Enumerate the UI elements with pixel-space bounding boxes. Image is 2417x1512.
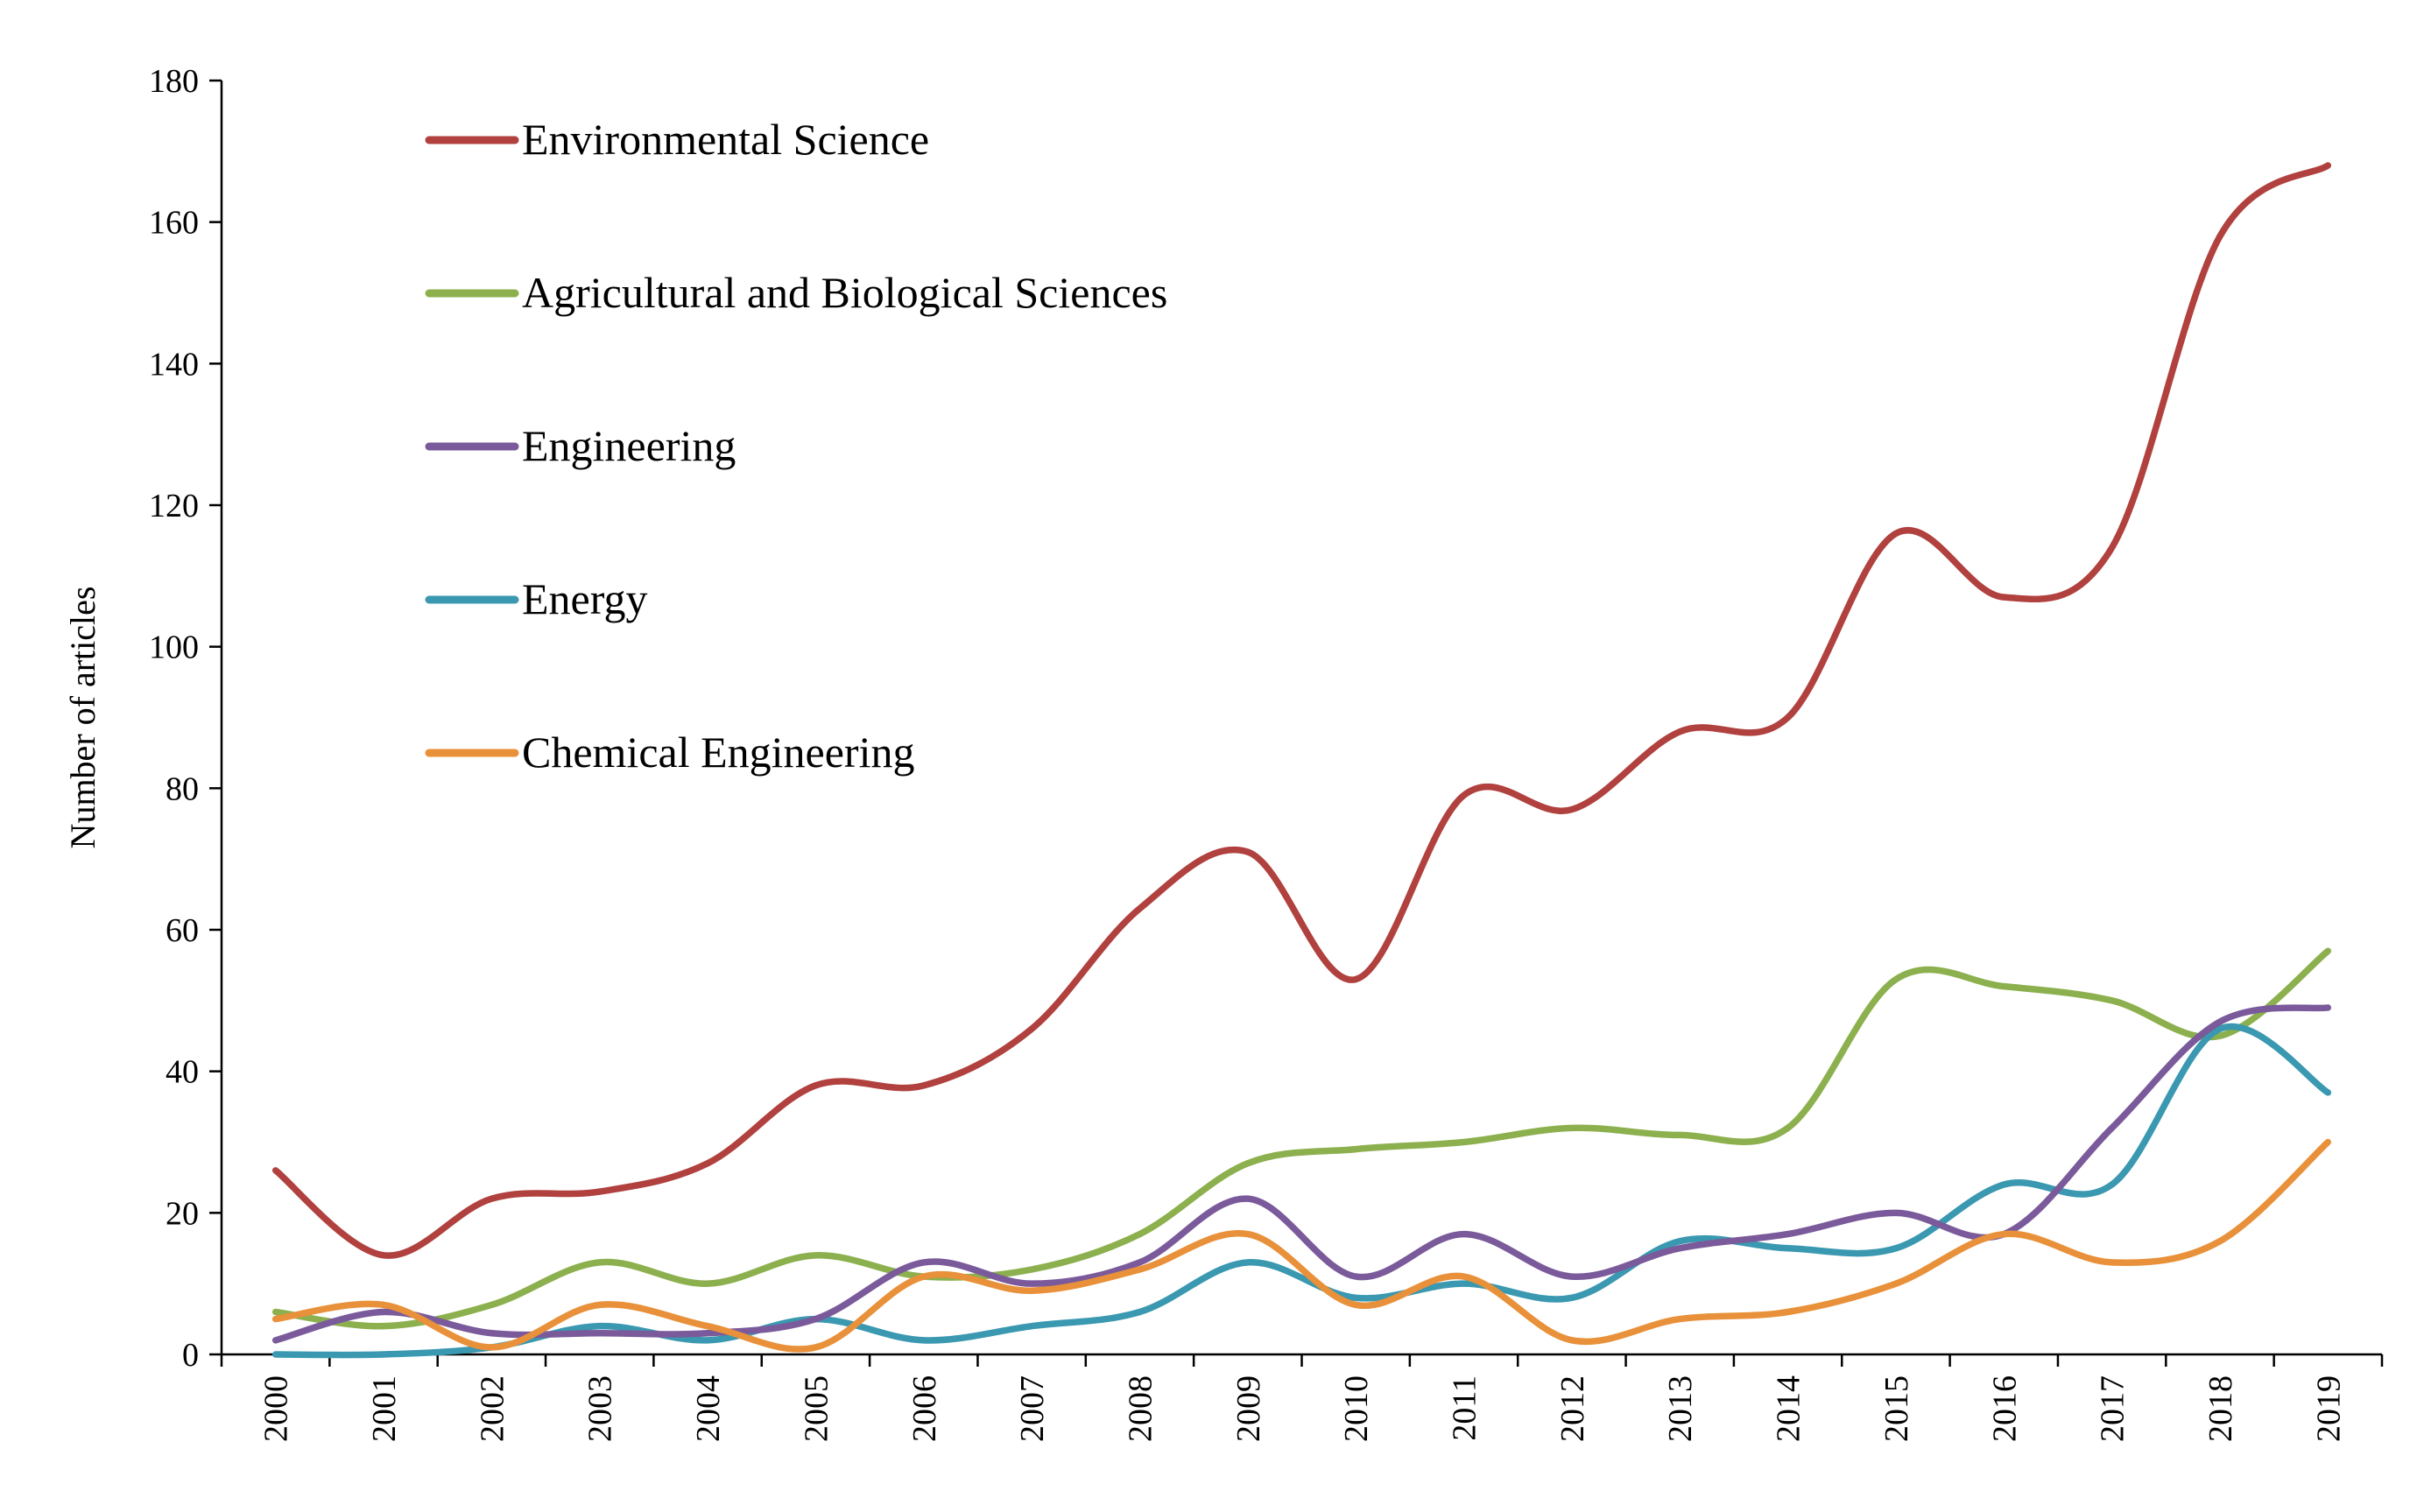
series-line-agricultural-and-biological-sciences xyxy=(271,947,2332,1330)
x-tick-label: 2019 xyxy=(2310,1375,2347,1442)
legend-label-chemical-engineering: Chemical Engineering xyxy=(522,728,914,777)
series-line-chemical-engineering xyxy=(271,1138,2332,1353)
y-tick-label: 60 xyxy=(166,912,199,949)
x-tick-label: 2018 xyxy=(2202,1375,2239,1442)
legend-label-agricultural-and-biological-sciences: Agricultural and Biological Sciences xyxy=(522,268,1167,317)
x-tick-label: 2001 xyxy=(366,1375,403,1442)
y-tick-label: 120 xyxy=(149,488,199,524)
x-tick-label: 2012 xyxy=(1554,1375,1591,1442)
x-tick-label: 2015 xyxy=(1878,1375,1915,1442)
series-line-environmental-science xyxy=(271,162,2332,1259)
y-axis: 0 20 40 60 80 100 120 140 160 180 xyxy=(149,63,223,1374)
x-tick-label: 2002 xyxy=(474,1375,511,1442)
x-tick-label: 2017 xyxy=(2095,1375,2132,1442)
y-tick-label: 0 xyxy=(182,1337,199,1374)
x-tick-label: 2016 xyxy=(1986,1375,2023,1442)
x-tick-label: 2008 xyxy=(1122,1375,1159,1442)
legend-label-energy: Energy xyxy=(522,574,647,623)
legend: Environmental Science Agricultural and Bi… xyxy=(425,115,1167,777)
x-tick-label: 2000 xyxy=(258,1375,295,1442)
legend-label-environmental-science: Environmental Science xyxy=(522,115,929,164)
y-tick-label: 180 xyxy=(149,63,199,100)
y-tick-label: 100 xyxy=(149,629,199,666)
x-tick-label: 2007 xyxy=(1014,1375,1051,1442)
y-tick-label: 20 xyxy=(166,1195,199,1232)
y-tick-label: 80 xyxy=(166,770,199,807)
y-axis-title: Number of articles xyxy=(63,587,102,849)
series-line-engineering xyxy=(271,1004,2332,1344)
x-axis: 2000 2001 2002 2003 2004 2005 2006 2007 2008 2009… xyxy=(220,1353,2384,1442)
series-layer xyxy=(271,162,2332,1359)
x-tick-label: 2004 xyxy=(690,1375,727,1442)
x-tick-label: 2014 xyxy=(1771,1375,1807,1442)
y-tick-label: 40 xyxy=(166,1054,199,1091)
x-tick-label: 2009 xyxy=(1230,1375,1267,1442)
x-tick-label: 2011 xyxy=(1447,1375,1483,1441)
x-tick-label: 2005 xyxy=(798,1375,835,1442)
legend-label-engineering: Engineering xyxy=(522,421,736,470)
y-tick-label: 140 xyxy=(149,346,199,383)
x-tick-label: 2010 xyxy=(1338,1375,1375,1442)
y-tick-label: 160 xyxy=(149,205,199,242)
x-tick-label: 2013 xyxy=(1662,1375,1699,1442)
x-tick-label: 2003 xyxy=(582,1375,619,1442)
x-tick-label: 2006 xyxy=(906,1375,943,1442)
